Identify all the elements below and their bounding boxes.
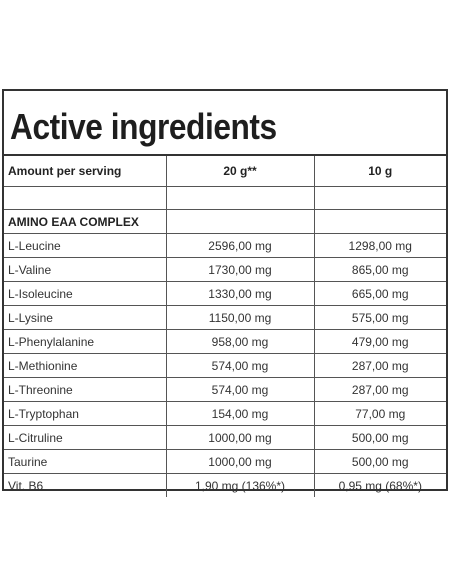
amount-10g: 665,00 mg: [313, 281, 446, 306]
ingredient-name: L-Phenylalanine: [4, 329, 166, 354]
amount-10g: 77,00 mg: [313, 401, 446, 426]
amount-10g: 287,00 mg: [313, 353, 446, 378]
spacer-cell: [165, 186, 314, 210]
section-empty-cell: [165, 209, 314, 234]
amount-10g: 500,00 mg: [313, 425, 446, 450]
spacer-row: [4, 186, 446, 210]
amount-10g: 0,95 mg (68%*): [313, 473, 446, 497]
spacer-cell: [313, 186, 446, 210]
amount-20g: 1000,00 mg: [165, 449, 314, 474]
ingredient-name: L-Valine: [4, 257, 166, 282]
amount-10g: 479,00 mg: [313, 329, 446, 354]
amount-20g: 1150,00 mg: [165, 305, 314, 330]
table-row: L-Leucine 2596,00 mg 1298,00 mg: [4, 233, 446, 258]
table-row: L-Methionine 574,00 mg 287,00 mg: [4, 353, 446, 378]
amount-20g: 2596,00 mg: [165, 233, 314, 258]
table-row: L-Phenylalanine 958,00 mg 479,00 mg: [4, 329, 446, 354]
ingredients-table: Amount per serving 20 g** 10 g AMINO EAA…: [4, 154, 446, 497]
page-title: Active ingredients: [10, 106, 277, 147]
ingredient-name: Vit. B6: [4, 473, 166, 497]
ingredient-name: Taurine: [4, 449, 166, 474]
ingredient-name: L-Threonine: [4, 377, 166, 402]
header-10g: 10 g: [313, 154, 446, 187]
header-20g: 20 g**: [165, 154, 314, 187]
section-empty-cell: [313, 209, 446, 234]
ingredient-name: L-Lysine: [4, 305, 166, 330]
ingredient-name: L-Citruline: [4, 425, 166, 450]
amount-10g: 287,00 mg: [313, 377, 446, 402]
table-row: L-Valine 1730,00 mg 865,00 mg: [4, 257, 446, 282]
section-label: AMINO EAA COMPLEX: [4, 209, 166, 234]
amount-10g: 1298,00 mg: [313, 233, 446, 258]
amount-20g: 1330,00 mg: [165, 281, 314, 306]
table-row: L-Tryptophan 154,00 mg 77,00 mg: [4, 401, 446, 426]
section-row: AMINO EAA COMPLEX: [4, 209, 446, 234]
ingredient-name: L-Isoleucine: [4, 281, 166, 306]
ingredient-name: L-Methionine: [4, 353, 166, 378]
table-row: Taurine 1000,00 mg 500,00 mg: [4, 449, 446, 474]
ingredient-name: L-Tryptophan: [4, 401, 166, 426]
amount-20g: 574,00 mg: [165, 377, 314, 402]
table-row: L-Isoleucine 1330,00 mg 665,00 mg: [4, 281, 446, 306]
amount-10g: 500,00 mg: [313, 449, 446, 474]
table-row: Vit. B6 1,90 mg (136%*) 0,95 mg (68%*): [4, 473, 446, 497]
ingredient-name: L-Leucine: [4, 233, 166, 258]
amount-20g: 1,90 mg (136%*): [165, 473, 314, 497]
table-row: L-Threonine 574,00 mg 287,00 mg: [4, 377, 446, 402]
header-amount-per-serving: Amount per serving: [4, 154, 166, 187]
amount-10g: 865,00 mg: [313, 257, 446, 282]
amount-20g: 1000,00 mg: [165, 425, 314, 450]
amount-10g: 575,00 mg: [313, 305, 446, 330]
amount-20g: 1730,00 mg: [165, 257, 314, 282]
spacer-cell: [4, 186, 166, 210]
table-row: L-Lysine 1150,00 mg 575,00 mg: [4, 305, 446, 330]
table-header-row: Amount per serving 20 g** 10 g: [4, 154, 446, 187]
amount-20g: 154,00 mg: [165, 401, 314, 426]
ingredients-panel: Active ingredients Amount per serving 20…: [2, 89, 448, 497]
amount-20g: 958,00 mg: [165, 329, 314, 354]
amount-20g: 574,00 mg: [165, 353, 314, 378]
table-row: L-Citruline 1000,00 mg 500,00 mg: [4, 425, 446, 450]
